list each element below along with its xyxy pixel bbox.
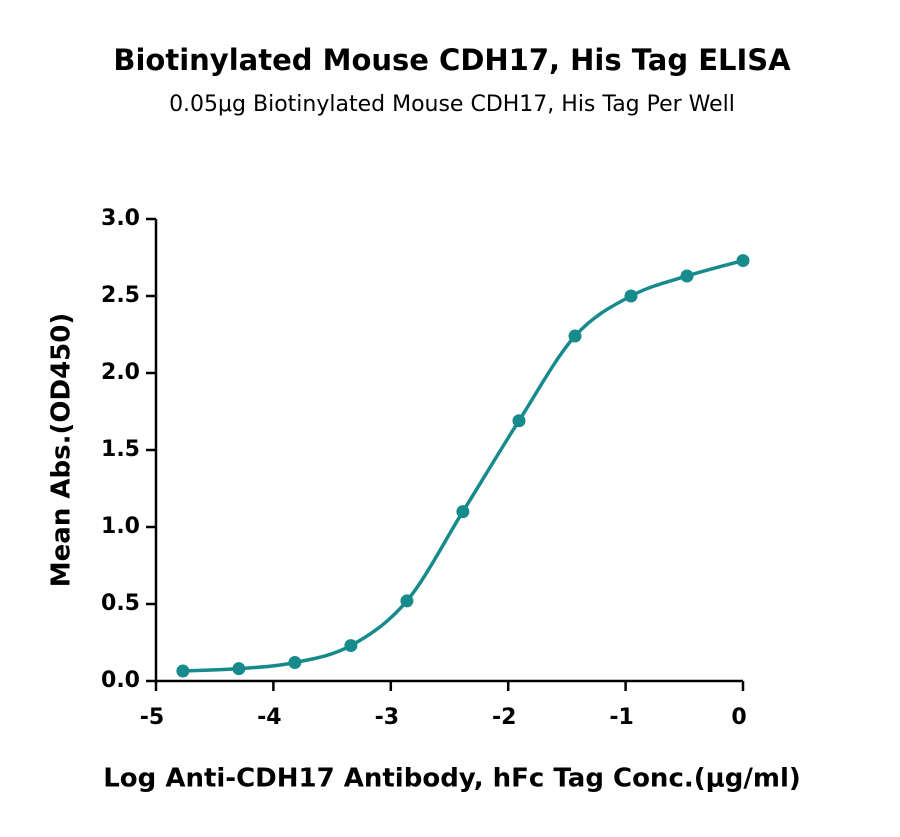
chart-subtitle: 0.05μg Biotinylated Mouse CDH17, His Tag… — [169, 92, 735, 117]
x-axis-label: Log Anti-CDH17 Antibody, hFc Tag Conc.(μ… — [103, 764, 801, 794]
x-tick-label: -5 — [140, 705, 164, 730]
data-point — [232, 662, 246, 676]
data-point — [512, 414, 526, 428]
curve — [182, 258, 744, 673]
x-tick-label: 0 — [731, 705, 746, 730]
x-tick-label: -1 — [609, 705, 633, 730]
y-tick-label: 1.5 — [101, 437, 140, 462]
x-tick-label: -2 — [492, 705, 516, 730]
data-point — [736, 254, 750, 268]
x-tick-label: -3 — [375, 705, 399, 730]
data-point — [288, 656, 302, 670]
data-point — [176, 664, 190, 678]
chart-title: Biotinylated Mouse CDH17, His Tag ELISA — [113, 43, 791, 77]
data-point — [344, 639, 358, 653]
data-point — [624, 289, 638, 303]
y-tick-label: 2.5 — [101, 283, 140, 308]
data-point — [680, 269, 694, 283]
data-point — [568, 329, 582, 343]
data-point — [456, 505, 470, 519]
y-tick-label: 2.0 — [101, 360, 140, 385]
y-tick-label: 3.0 — [101, 206, 140, 231]
y-tick-label: 0.0 — [101, 668, 140, 693]
y-tick-label: 1.0 — [101, 514, 140, 539]
y-axis-label: Mean Abs.(OD450) — [47, 313, 77, 587]
y-tick-label: 0.5 — [101, 591, 140, 616]
x-tick-label: -4 — [257, 705, 281, 730]
data-point — [400, 594, 414, 608]
